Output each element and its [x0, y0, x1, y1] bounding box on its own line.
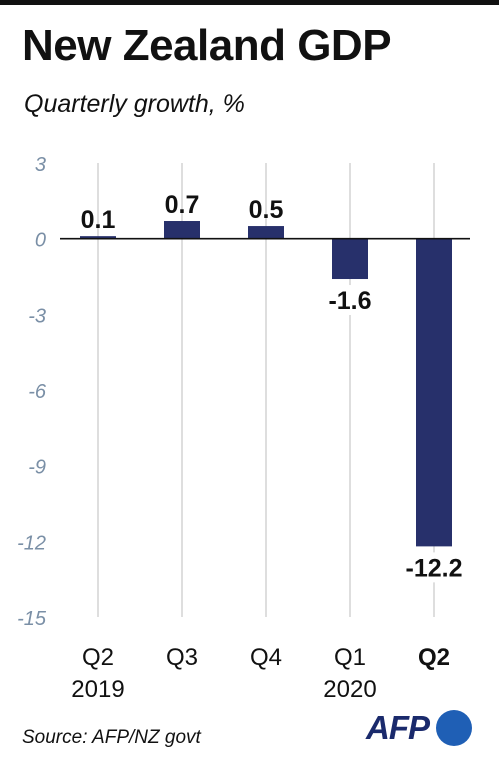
- y-tick-label: -6: [28, 381, 47, 403]
- chart-subtitle: Quarterly growth, %: [24, 90, 245, 118]
- data-label: 0.7: [165, 191, 200, 219]
- x-tick-label: Q3: [166, 644, 198, 671]
- data-label-background: [400, 552, 468, 583]
- bar: [248, 226, 284, 239]
- x-tick-label: Q2: [418, 644, 450, 671]
- x-tick-label: Q2: [82, 644, 114, 671]
- x-year-label: 2020: [323, 676, 376, 703]
- bar: [80, 236, 116, 239]
- y-tick-label: -9: [28, 457, 46, 479]
- y-tick-label: 3: [35, 154, 46, 176]
- bar: [164, 221, 200, 239]
- bar: [416, 238, 452, 547]
- data-label: -1.6: [328, 287, 371, 315]
- data-label: 0.5: [249, 196, 284, 224]
- y-tick-label: -3: [28, 305, 46, 327]
- data-label: 0.1: [81, 206, 116, 234]
- data-label: -12.2: [406, 554, 463, 582]
- data-label-background: [316, 285, 384, 316]
- x-tick-label: Q1: [334, 644, 366, 671]
- afp-logo-text: AFP: [366, 709, 430, 746]
- y-tick-label: -12: [17, 532, 46, 554]
- y-tick-label: -15: [17, 608, 47, 630]
- top-rule: [0, 0, 499, 5]
- source-note: Source: AFP/NZ govt: [22, 727, 201, 748]
- afp-logo-dot-icon: [436, 710, 472, 746]
- bar: [332, 238, 368, 280]
- x-tick-label: Q4: [250, 644, 282, 671]
- y-tick-label: 0: [35, 230, 46, 252]
- chart-title: New Zealand GDP: [22, 21, 392, 70]
- x-year-label: 2019: [71, 676, 124, 703]
